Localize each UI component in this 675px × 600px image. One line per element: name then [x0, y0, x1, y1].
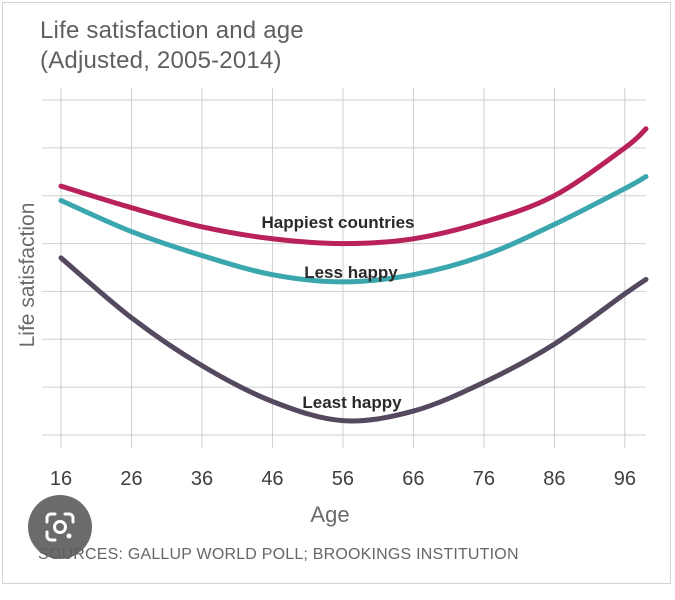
x-tick-label: 26 — [120, 468, 142, 490]
chart-subtitle: (Adjusted, 2005-2014) — [40, 47, 282, 74]
x-tick-label: 96 — [614, 468, 636, 490]
x-tick-label: 16 — [50, 468, 72, 490]
x-tick-label: 56 — [332, 468, 354, 490]
x-tick-label: 36 — [191, 468, 213, 490]
x-tick-label: 86 — [543, 468, 565, 490]
lens-search-button[interactable] — [28, 495, 92, 559]
y-axis-label: Life satisfaction — [16, 202, 39, 348]
series-label-happiest: Happiest countries — [261, 213, 414, 232]
x-axis-label: Age — [310, 502, 350, 527]
x-tick-label: 76 — [473, 468, 495, 490]
series-line-happiest-countries — [58, 126, 649, 247]
series-label-least-happy: Least happy — [302, 393, 402, 412]
chart-title-block: Life satisfaction and age (Adjusted, 200… — [40, 16, 304, 76]
series-line-less-happy — [58, 174, 649, 285]
google-lens-icon — [45, 512, 75, 542]
chart-frame — [2, 2, 671, 584]
x-tick-label: 46 — [261, 468, 283, 490]
series-line-least-happy — [58, 255, 649, 424]
source-note: SOURCES: GALLUP WORLD POLL; BROOKINGS IN… — [38, 546, 519, 563]
x-tick-label: 66 — [402, 468, 424, 490]
chart-title: Life satisfaction and age — [40, 17, 304, 44]
series-label-less-happy: Less happy — [304, 263, 398, 282]
